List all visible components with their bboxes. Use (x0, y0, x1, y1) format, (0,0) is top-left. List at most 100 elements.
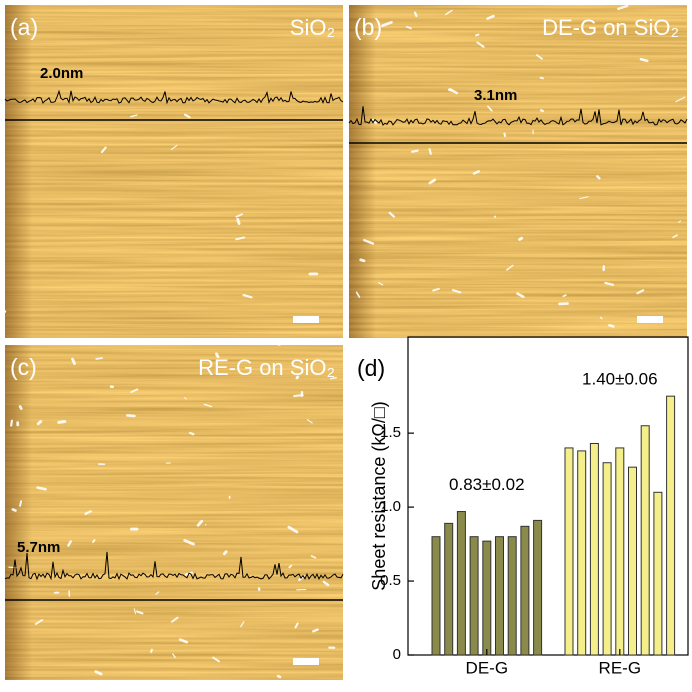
afm-feature (503, 132, 507, 138)
afm-feature (203, 403, 213, 408)
afm-feature (196, 519, 204, 527)
afm-feature (222, 550, 228, 556)
annotation: 1.40±0.06 (582, 370, 658, 389)
height-label: 2.0nm (40, 65, 83, 82)
afm-feature (596, 175, 601, 180)
afm-feature (36, 486, 47, 491)
afm-feature (678, 220, 682, 223)
height-profile (348, 106, 688, 126)
afm-feature (539, 76, 544, 80)
afm-feature (34, 619, 44, 625)
afm-feature (432, 287, 440, 292)
afm-feature (71, 357, 76, 366)
bar-chart: (d) Sheet resistance (kΩ/□) 0 0.5 1.0 1.5 DE… (357, 336, 689, 677)
afm-feature (92, 539, 96, 543)
panel-title: RE-G on SiO₂ (198, 355, 335, 380)
afm-feature (170, 144, 178, 150)
bar (482, 540, 492, 656)
bar (533, 519, 543, 656)
afm-feature (212, 656, 220, 663)
bar (577, 450, 587, 656)
afm-feature (413, 11, 418, 18)
afm-panel: (b) DE-G on SiO₂ 3.1nm (348, 4, 688, 338)
afm-feature (322, 580, 330, 587)
bar (602, 462, 612, 656)
afm-feature (242, 293, 253, 299)
afm-feature (639, 57, 649, 63)
afm-feature (355, 291, 361, 298)
afm-feature (381, 21, 393, 28)
afm-feature (126, 414, 136, 418)
afm-feature (506, 264, 514, 271)
bar (495, 536, 504, 656)
afm-feature (18, 405, 23, 410)
x-tick-label: RE-G (599, 658, 642, 677)
afm-feature (486, 14, 495, 20)
afm-feature (287, 525, 299, 534)
afm-feature (235, 236, 246, 241)
bar (469, 536, 479, 656)
bar (640, 425, 650, 656)
panel-title: SiO₂ (290, 15, 335, 40)
afm-feature (487, 105, 493, 112)
afm-feature (277, 343, 284, 346)
afm-panel: (a) SiO₂ 2.0nm (0, 5, 344, 338)
afm-feature (306, 419, 313, 424)
afm-feature (608, 324, 615, 328)
afm-feature (475, 33, 480, 37)
afm-shade (5, 345, 343, 680)
afm-feature (516, 292, 525, 299)
y-tick-label: 0 (393, 646, 401, 663)
height-label: 3.1nm (474, 87, 517, 104)
afm-feature (235, 213, 243, 218)
afm-feature (405, 25, 412, 30)
scale-bar (293, 316, 319, 323)
afm-feature (178, 638, 189, 644)
afm-feature (518, 236, 524, 241)
bar (507, 536, 517, 656)
afm-feature (472, 170, 480, 175)
x-tick-label: DE-G (466, 658, 509, 677)
afm-feature (100, 146, 107, 154)
y-axis-label: Sheet resistance (kΩ/□) (369, 401, 389, 590)
afm-feature (136, 610, 144, 615)
y-tick-label: 1.5 (380, 424, 401, 441)
bar (628, 466, 637, 656)
afm-feature (445, 9, 453, 16)
annotation: 0.83±0.02 (449, 475, 525, 494)
scale-bar (637, 316, 663, 323)
afm-feature (94, 670, 103, 676)
panel-label: (a) (10, 14, 38, 40)
afm-feature (276, 674, 282, 679)
afm-feature (10, 419, 13, 427)
afm-feature (562, 294, 567, 298)
afm-feature (189, 431, 195, 436)
afm-feature (170, 616, 179, 623)
y-tick-label: 1.0 (380, 498, 401, 515)
bar (520, 525, 530, 656)
afm-feature (294, 622, 299, 629)
afm-feature (295, 375, 300, 380)
afm-feature (155, 591, 160, 595)
afm-feature (84, 510, 92, 515)
afm-feature (130, 114, 138, 118)
afm-feature (448, 88, 454, 92)
afm-feature (11, 508, 17, 512)
afm-shade (349, 5, 687, 338)
afm-feature (388, 211, 396, 218)
afm-feature (67, 540, 72, 547)
bar (444, 522, 454, 656)
afm-feature (451, 289, 462, 294)
afm-feature (330, 376, 337, 380)
afm-feature (172, 653, 176, 659)
afm-feature (428, 178, 437, 185)
afm-feature (130, 388, 139, 393)
afm-feature (672, 234, 678, 239)
panel-label: (d) (357, 355, 385, 381)
afm-feature (428, 148, 432, 155)
panel-label: (c) (10, 354, 37, 380)
afm-feature (377, 282, 384, 286)
afm-feature (636, 289, 645, 295)
height-profile (4, 89, 344, 105)
bar (431, 536, 441, 656)
